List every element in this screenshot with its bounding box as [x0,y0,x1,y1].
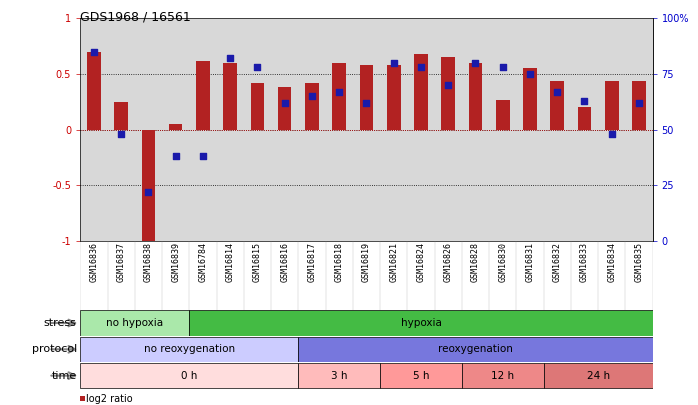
Text: stress: stress [44,318,77,328]
Point [252,64,263,70]
Bar [80,363,298,388]
Point [89,49,100,55]
Text: GSM16819: GSM16819 [362,242,371,282]
Bar [332,63,346,130]
Text: hypoxia: hypoxia [401,318,441,328]
Bar [223,63,237,130]
Bar [468,63,482,130]
Text: GSM16815: GSM16815 [253,242,262,282]
Text: no hypoxia: no hypoxia [106,318,163,328]
Point [170,153,181,160]
Text: GSM16831: GSM16831 [526,242,535,282]
Point [415,64,426,70]
Text: GSM16835: GSM16835 [634,242,644,282]
Point [606,131,617,137]
Point [306,93,318,100]
Bar [189,310,653,336]
Point [198,153,209,160]
Bar [80,310,189,336]
Bar [196,61,209,130]
Text: protocol: protocol [31,344,77,354]
Point [524,71,535,77]
Text: GSM16784: GSM16784 [198,242,207,282]
Text: GSM16817: GSM16817 [307,242,316,282]
Text: GSM16832: GSM16832 [553,242,562,282]
Text: GSM16824: GSM16824 [417,242,426,282]
Text: GSM16838: GSM16838 [144,242,153,282]
Bar [387,65,401,130]
Text: GSM16816: GSM16816 [280,242,289,282]
Point [551,89,563,95]
Text: GSM16830: GSM16830 [498,242,507,282]
Bar [551,81,564,130]
Text: 24 h: 24 h [586,371,609,381]
Bar [298,363,380,388]
Bar [524,68,537,130]
Bar [80,337,298,362]
Bar [632,81,646,130]
Point [388,60,399,66]
Point [443,82,454,88]
Point [361,100,372,106]
Text: 12 h: 12 h [491,371,514,381]
Point [470,60,481,66]
Bar [605,81,618,130]
Text: GSM16833: GSM16833 [580,242,589,282]
Text: GSM16836: GSM16836 [89,242,98,282]
Text: GSM16818: GSM16818 [335,242,343,282]
Bar [114,102,128,130]
Text: GSM16828: GSM16828 [471,242,480,282]
Bar [142,130,155,241]
Point [143,189,154,195]
Bar [441,57,455,130]
Text: GSM16826: GSM16826 [444,242,453,282]
Bar [359,65,373,130]
Point [579,98,590,104]
Text: GSM16834: GSM16834 [607,242,616,282]
Point [334,89,345,95]
Text: log2 ratio: log2 ratio [86,394,133,404]
Bar [87,52,101,130]
Point [279,100,290,106]
Text: GDS1968 / 16561: GDS1968 / 16561 [80,10,191,23]
Text: GSM16837: GSM16837 [117,242,126,282]
Bar [544,363,653,388]
Point [116,131,127,137]
Text: GSM16821: GSM16821 [389,242,398,282]
Bar [462,363,544,388]
Text: 5 h: 5 h [413,371,429,381]
Text: GSM16839: GSM16839 [171,242,180,282]
Text: time: time [52,371,77,381]
Text: 0 h: 0 h [181,371,198,381]
Bar [578,107,591,130]
Text: GSM16814: GSM16814 [225,242,235,282]
Bar [414,54,428,130]
Text: no reoxygenation: no reoxygenation [144,344,235,354]
Bar [169,124,182,130]
Bar [298,337,653,362]
Text: 3 h: 3 h [331,371,348,381]
Bar [278,87,292,130]
Point [497,64,508,70]
Bar [305,83,319,130]
Point [225,55,236,62]
Text: reoxygenation: reoxygenation [438,344,513,354]
Bar [380,363,462,388]
Point [633,100,644,106]
Bar [496,100,510,130]
Bar [251,83,265,130]
